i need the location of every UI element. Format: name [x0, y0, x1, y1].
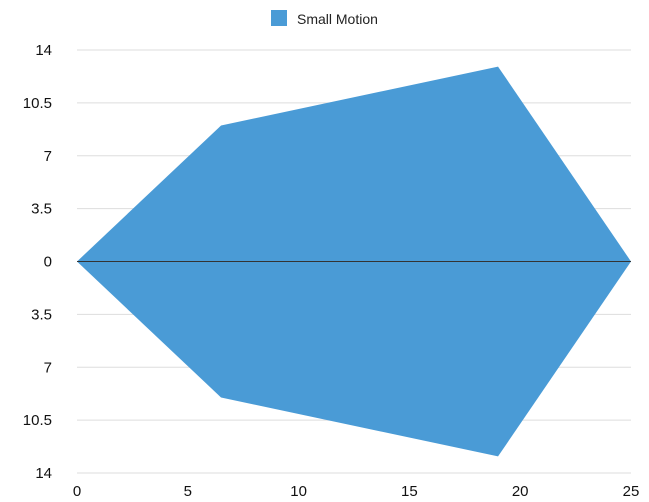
y-tick-label: 10.5 — [23, 95, 52, 112]
y-tick-label: 14 — [35, 42, 52, 59]
y-tick-label: 3.5 — [31, 306, 52, 323]
x-tick-label: 10 — [290, 483, 307, 500]
y-tick-label: 10.5 — [23, 412, 52, 429]
x-tick-label: 25 — [623, 483, 640, 500]
y-tick-label: 3.5 — [31, 201, 52, 218]
y-tick-label: 7 — [44, 148, 52, 165]
y-tick-label: 7 — [44, 359, 52, 376]
y-tick-label: 14 — [35, 465, 52, 482]
legend-swatch — [271, 10, 287, 26]
legend: Small Motion — [271, 10, 378, 27]
x-tick-label: 15 — [401, 483, 418, 500]
x-tick-label: 0 — [73, 483, 81, 500]
y-tick-label: 0 — [44, 254, 52, 271]
y-axis-ticks: 14 10.5 7 3.5 0 3.5 7 10.5 14 — [23, 42, 52, 482]
x-tick-label: 20 — [512, 483, 529, 500]
x-axis-ticks: 0 5 10 15 20 25 — [73, 483, 640, 500]
legend-label: Small Motion — [297, 11, 378, 27]
x-tick-label: 5 — [184, 483, 192, 500]
